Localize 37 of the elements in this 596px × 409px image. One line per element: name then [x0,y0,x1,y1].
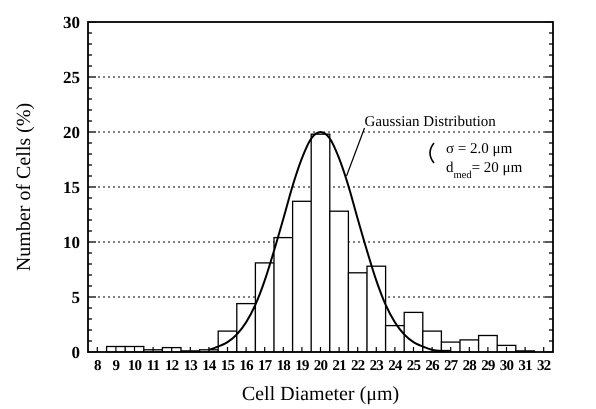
y-tick-label: 10 [63,232,80,252]
x-tick-label: 18 [276,358,290,374]
y-tick-label: 15 [63,178,80,197]
x-tick-label: 13 [184,358,198,374]
y-tick-label: 0 [72,342,80,362]
x-tick-label: 30 [500,358,514,374]
x-tick-label: 16 [239,358,254,374]
x-tick-label: 8 [94,358,101,374]
y-tick-label: 25 [63,68,80,87]
y-axis-title: Number of Cells (%) [13,102,35,272]
x-tick-label: 25 [406,358,420,374]
x-tick-label: 28 [462,358,476,374]
annotation: Gaussian Distribution [364,114,496,130]
x-tick-label: 21 [332,358,346,374]
x-tick-label: 12 [164,358,179,374]
x-tick-label: 32 [536,358,551,374]
x-tick-label: 22 [350,358,365,374]
x-tick-label: 19 [295,358,309,374]
x-tick-label: 14 [202,358,217,374]
x-tick-label: 11 [146,358,160,374]
x-tick-label: 26 [425,358,440,374]
annotation: σ = 2.0 μm [446,141,513,157]
x-tick-label: 24 [388,358,403,374]
x-tick-label: 10 [128,358,142,374]
x-tick-label: 29 [481,358,495,374]
x-tick-label: 27 [444,358,459,374]
x-tick-label: 31 [518,358,532,374]
y-tick-label: 30 [63,12,80,32]
annotation: d$_{med}$= 20 μm [446,160,523,180]
x-tick-label: 15 [220,358,234,374]
x-tick-label: 17 [258,358,273,374]
x-tick-label: 20 [314,358,328,374]
y-tick-label: 5 [72,288,80,307]
x-tick-label: 9 [112,358,120,374]
x-tick-label: 23 [370,358,384,374]
y-tick-label: 20 [63,122,80,142]
x-axis-title: Cell Diameter (μm) [242,383,400,405]
